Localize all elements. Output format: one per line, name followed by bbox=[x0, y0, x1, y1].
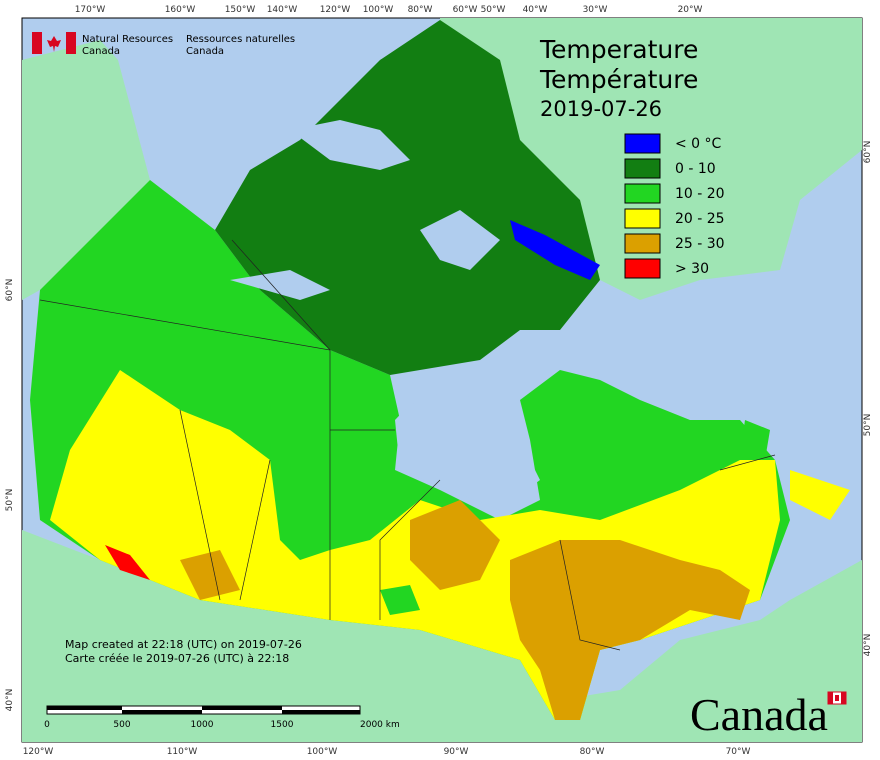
legend-swatch bbox=[624, 158, 661, 179]
cold-patch bbox=[510, 220, 600, 280]
top-label: 160°W bbox=[165, 5, 196, 15]
legend-label: < 0 °C bbox=[675, 136, 722, 152]
hot-region bbox=[510, 540, 750, 720]
very-hot-patch bbox=[105, 545, 150, 580]
left-label: 60°N bbox=[5, 279, 15, 302]
title-fr: Température bbox=[539, 65, 698, 94]
top-label: 140°W bbox=[267, 5, 298, 15]
scale-label: 0 bbox=[44, 720, 50, 730]
top-label: 20°W bbox=[678, 5, 703, 15]
wordmark: Canada bbox=[690, 689, 828, 740]
top-label: 170°W bbox=[75, 5, 106, 15]
wordmark-flag bbox=[828, 692, 833, 704]
title-en: Temperature bbox=[539, 35, 698, 64]
agency-en: Canada bbox=[82, 46, 120, 57]
footer-note: Map created at 22:18 (UTC) on 2019-07-26 bbox=[65, 638, 302, 651]
boundaries bbox=[39, 239, 776, 651]
scale-label: 1000 bbox=[191, 720, 214, 730]
wordmark-flag bbox=[835, 695, 839, 701]
scale-label: 1500 bbox=[271, 720, 294, 730]
top-label: 40°W bbox=[523, 5, 548, 15]
top-label: 50°W bbox=[481, 5, 506, 15]
alaska bbox=[22, 40, 150, 300]
arctic-channel bbox=[290, 120, 410, 170]
flag-bar bbox=[66, 32, 76, 54]
top-label: 100°W bbox=[363, 5, 394, 15]
agency-fr: Canada bbox=[186, 46, 224, 57]
cool-patch bbox=[380, 585, 420, 615]
arctic-channel bbox=[420, 210, 500, 270]
scale-bar bbox=[46, 705, 361, 715]
bottom-label: 70°W bbox=[726, 747, 751, 757]
bottom-label: 90°W bbox=[444, 747, 469, 757]
agency-en: Natural Resources bbox=[82, 34, 173, 45]
agency-fr: Ressources naturelles bbox=[186, 34, 295, 45]
legend-label: 25 - 30 bbox=[675, 236, 725, 252]
top-label: 60°W bbox=[453, 5, 478, 15]
left-label: 50°N bbox=[5, 489, 15, 512]
hot-region bbox=[180, 550, 240, 600]
legend-label: > 30 bbox=[675, 261, 709, 277]
legend-swatch bbox=[624, 258, 661, 279]
hot-region bbox=[410, 500, 500, 590]
arctic-channel bbox=[230, 270, 330, 300]
bottom-label: 120°W bbox=[23, 747, 54, 757]
right-label: 50°N bbox=[863, 414, 873, 437]
nova-scotia bbox=[790, 470, 850, 520]
top-label: 30°W bbox=[583, 5, 608, 15]
bottom-label: 100°W bbox=[307, 747, 338, 757]
legend-label: 20 - 25 bbox=[675, 211, 725, 227]
top-label: 80°W bbox=[408, 5, 433, 15]
wordmark-flag bbox=[841, 692, 846, 704]
top-label: 120°W bbox=[320, 5, 351, 15]
legend-swatch bbox=[624, 133, 661, 154]
left-label: 40°N bbox=[5, 689, 15, 712]
bottom-label: 80°W bbox=[580, 747, 605, 757]
legend-label: 0 - 10 bbox=[675, 161, 716, 177]
newfoundland bbox=[740, 420, 770, 460]
title-date: 2019-07-26 bbox=[540, 97, 662, 121]
legend-swatch bbox=[624, 183, 661, 204]
bottom-label: 110°W bbox=[167, 747, 198, 757]
maple-leaf bbox=[47, 36, 61, 52]
scale-label: 500 bbox=[113, 720, 130, 730]
right-label: 60°N bbox=[863, 141, 873, 164]
legend-swatch bbox=[624, 233, 661, 254]
scale-label: 2000 km bbox=[360, 720, 400, 730]
flag-bar bbox=[32, 32, 42, 54]
legend-label: 10 - 20 bbox=[675, 186, 725, 202]
legend-swatch bbox=[624, 208, 661, 229]
footer-note: Carte créée le 2019-07-26 (UTC) à 22:18 bbox=[65, 652, 289, 665]
right-label: 40°N bbox=[863, 634, 873, 657]
top-label: 150°W bbox=[225, 5, 256, 15]
hudson-bay bbox=[395, 393, 540, 510]
